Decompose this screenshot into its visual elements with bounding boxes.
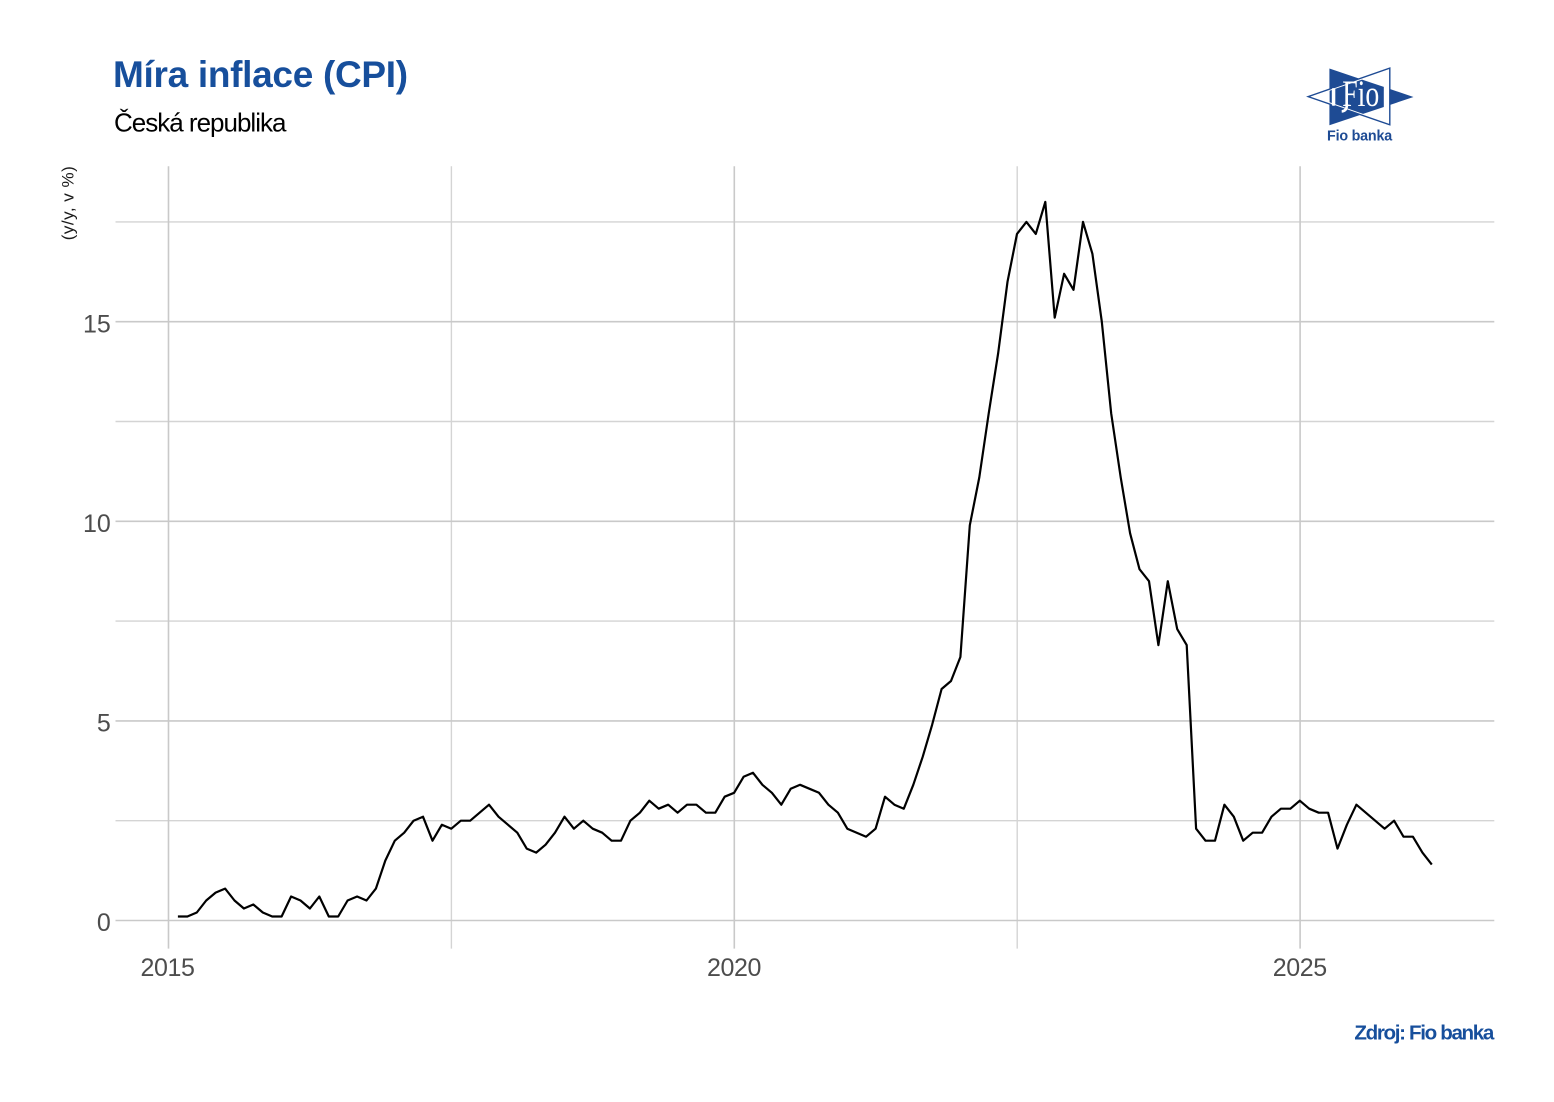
svg-text:Míra inflace (CPI): Míra inflace (CPI): [113, 54, 408, 95]
svg-text:Fio banka: Fio banka: [1327, 129, 1393, 145]
svg-text:0: 0: [97, 909, 111, 937]
svg-text:2025: 2025: [1273, 954, 1327, 982]
svg-text:10: 10: [83, 510, 111, 538]
svg-text:Česká republika: Česká republika: [114, 108, 287, 138]
svg-text:(y/y, v %): (y/y, v %): [59, 166, 78, 241]
svg-text:15: 15: [83, 310, 111, 338]
svg-text:2020: 2020: [707, 954, 761, 982]
svg-text:2015: 2015: [140, 954, 194, 982]
svg-text:Fio: Fio: [1342, 74, 1379, 115]
svg-text:Zdroj: Fio banka: Zdroj: Fio banka: [1354, 1022, 1494, 1045]
svg-text:5: 5: [97, 710, 111, 738]
